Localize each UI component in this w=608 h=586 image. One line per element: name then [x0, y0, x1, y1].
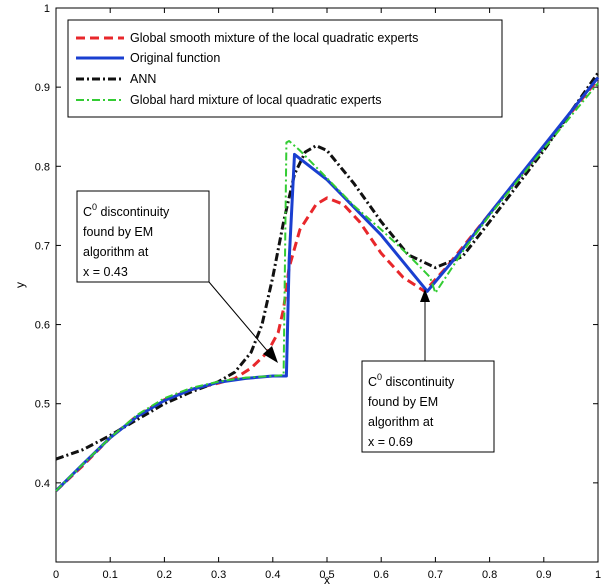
legend-label-original: Original function: [130, 51, 220, 65]
annotation-2-line-2: found by EM: [368, 395, 438, 409]
x-tick-label: 0.2: [157, 569, 172, 581]
x-axis-label: x: [324, 573, 330, 586]
x-tick-label: 0.7: [428, 569, 443, 581]
annotation-2-line-3: algorithm at: [368, 415, 434, 429]
legend: Global smooth mixture of the local quadr…: [67, 19, 503, 118]
annotation-1-line-2: found by EM: [83, 225, 153, 239]
annotation-box-1: [76, 190, 210, 283]
series-line-hard-mixture: [55, 82, 599, 492]
series-line-ann: [55, 72, 600, 461]
annotation-1-line-1: C0 discontinuity: [83, 202, 170, 219]
annotation-1-arrow-shaft: [208, 281, 271, 355]
y-tick-label: 0.5: [35, 399, 50, 411]
annotation-box-2: [361, 360, 495, 453]
y-tick-label: 0.8: [35, 161, 50, 173]
annotation-2-arrowhead: [420, 289, 430, 302]
x-tick-label: 0.1: [103, 569, 118, 581]
annotation-1-line-3: algorithm at: [83, 245, 149, 259]
x-tick-label: 0: [53, 569, 59, 581]
annotation-discontinuity-1: C0 discontinuity found by EM algorithm a…: [76, 190, 278, 363]
y-tick-label: 0.7: [35, 240, 50, 252]
y-axis-label: y: [13, 282, 27, 288]
series-line-original: [54, 76, 600, 492]
x-tick-label: 1: [595, 569, 601, 581]
y-tick-label: 0.9: [35, 82, 50, 94]
annotation-1-line-4: x = 0.43: [83, 265, 128, 279]
legend-label-smooth: Global smooth mixture of the local quadr…: [130, 31, 418, 45]
x-tick-label: 0.4: [265, 569, 280, 581]
annotation-1-arrowhead: [263, 346, 278, 363]
legend-label-hard: Global hard mixture of local quadratic e…: [130, 93, 382, 107]
x-tick-label: 0.5: [319, 569, 334, 581]
x-tick-label: 0.6: [374, 569, 389, 581]
y-tick-label: 0.4: [35, 478, 50, 490]
x-tick-label: 0.8: [482, 569, 497, 581]
x-tick-label: 0.9: [536, 569, 551, 581]
y-tick-label: 0.6: [35, 320, 50, 332]
y-tick-label: 1: [44, 3, 50, 15]
annotation-2-line-1: C0 discontinuity: [368, 372, 455, 389]
legend-box: [67, 19, 503, 118]
x-tick-label: 0.3: [211, 569, 226, 581]
annotation-2-line-4: x = 0.69: [368, 435, 413, 449]
annotation-discontinuity-2: C0 discontinuity found by EM algorithm a…: [361, 289, 495, 453]
legend-label-ann: ANN: [130, 72, 156, 86]
axis-ticks: 0 0.1 0.2 0.3 0.4 0.5 0.6 0.7 0.8 0.9 1 0.4 0.5 0.6 0.…: [35, 3, 601, 581]
